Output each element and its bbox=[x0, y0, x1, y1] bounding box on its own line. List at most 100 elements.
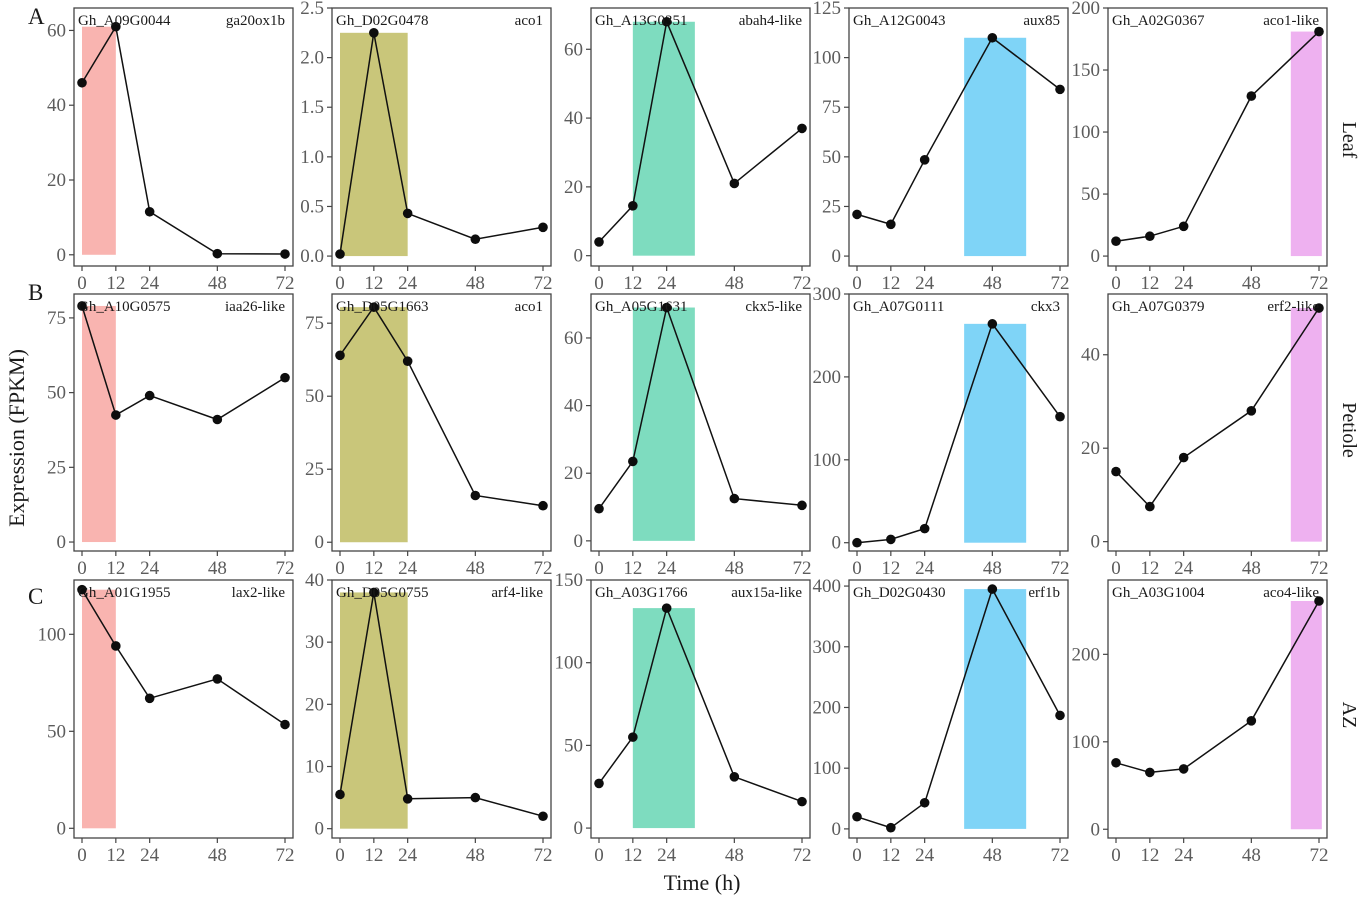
data-point bbox=[729, 493, 740, 504]
x-tick-label: 12 bbox=[1140, 273, 1159, 294]
panel-frame bbox=[848, 293, 1069, 552]
x-tick-label: 12 bbox=[881, 558, 900, 579]
x-tick-label: 0 bbox=[335, 558, 345, 579]
x-tick-label: 72 bbox=[276, 845, 295, 866]
x-tick-label: 0 bbox=[77, 845, 87, 866]
data-point bbox=[402, 794, 413, 804]
highlight-band bbox=[340, 592, 408, 829]
y-tick-label: 100 bbox=[38, 624, 67, 645]
gene-id-label: Gh_A07G0379 bbox=[1112, 299, 1205, 315]
x-tick-label: 72 bbox=[276, 273, 295, 294]
y-tick-label: 30 bbox=[305, 632, 324, 653]
panel-petiole-gh-a07g0111: 0 100 200 300 0 12 24 48 72 Gh_A07G0111 ckx3 bbox=[813, 284, 1070, 579]
data-point bbox=[886, 219, 896, 230]
x-tick-label: 48 bbox=[466, 273, 485, 294]
y-tick-label: 25 bbox=[305, 459, 324, 480]
x-tick-label: 0 bbox=[335, 273, 345, 294]
series-line bbox=[598, 304, 803, 510]
panel-frame bbox=[590, 579, 811, 839]
x-tick-label: 48 bbox=[1242, 845, 1261, 866]
panel-frame bbox=[848, 7, 1069, 267]
y-tick-label: 20 bbox=[305, 694, 324, 715]
y-tick-label: 125 bbox=[813, 0, 842, 19]
y-tick-label: 40 bbox=[564, 108, 583, 129]
gene-name-label: erf2-like bbox=[1267, 299, 1319, 315]
x-tick-label: 0 bbox=[594, 273, 604, 294]
y-tick-label: 200 bbox=[1072, 644, 1101, 665]
x-tick-label: 72 bbox=[534, 273, 553, 294]
x-tick-label: 72 bbox=[793, 273, 812, 294]
x-tick-label: 0 bbox=[77, 558, 87, 579]
y-tick-label: 100 bbox=[813, 758, 842, 779]
y-tick-label: 0 bbox=[574, 246, 584, 267]
highlight-band bbox=[82, 305, 116, 543]
y-tick-label: 20 bbox=[47, 170, 66, 191]
y-tick-label: 100 bbox=[1072, 732, 1101, 753]
y-tick-label: 2.5 bbox=[300, 0, 324, 19]
x-tick-label: 0 bbox=[1111, 273, 1121, 294]
y-tick-label: 40 bbox=[47, 95, 66, 116]
data-point bbox=[661, 603, 672, 613]
data-point bbox=[594, 778, 604, 789]
y-tick-label: 60 bbox=[564, 39, 583, 60]
data-point bbox=[77, 301, 87, 311]
data-point bbox=[335, 789, 345, 800]
x-tick-label: 48 bbox=[208, 845, 227, 866]
x-tick-label: 24 bbox=[398, 845, 418, 866]
x-tick-label: 24 bbox=[398, 273, 418, 294]
data-point bbox=[402, 208, 413, 219]
gene-id-label: Gh_A02G0367 bbox=[1112, 13, 1205, 29]
data-point bbox=[335, 249, 345, 259]
data-point bbox=[594, 237, 604, 247]
panel-letter-b: B bbox=[28, 280, 43, 305]
data-point bbox=[1314, 303, 1324, 313]
y-axis-title: Expression (FPKM) bbox=[4, 349, 29, 527]
y-tick-label: 25 bbox=[47, 457, 66, 478]
data-point bbox=[729, 178, 740, 189]
panel-az-gh-a03g1766: 0 50 100 150 0 12 24 48 72 Gh_A03G1766 aux15a-like bbox=[555, 570, 812, 866]
y-tick-label: 0 bbox=[1091, 819, 1101, 840]
highlight-band bbox=[964, 37, 1027, 257]
data-point bbox=[1314, 596, 1324, 606]
gene-id-label: Gh_A07G0111 bbox=[853, 299, 944, 315]
data-point bbox=[1178, 764, 1189, 774]
y-tick-label: 20 bbox=[564, 463, 583, 484]
data-point bbox=[628, 201, 638, 211]
data-point bbox=[628, 456, 638, 467]
y-tick-label: 0.0 bbox=[300, 246, 324, 267]
data-point bbox=[144, 206, 155, 217]
y-tick-label: 0 bbox=[574, 531, 584, 552]
y-tick-label: 50 bbox=[47, 721, 66, 742]
x-tick-label: 72 bbox=[793, 558, 812, 579]
highlight-band bbox=[632, 21, 695, 256]
panel-frame bbox=[331, 579, 552, 839]
gene-name-label: lax2-like bbox=[232, 585, 286, 601]
x-tick-label: 72 bbox=[1051, 273, 1070, 294]
data-point bbox=[77, 77, 87, 88]
highlight-band bbox=[964, 589, 1027, 829]
x-tick-label: 48 bbox=[208, 558, 227, 579]
y-tick-label: 150 bbox=[1072, 60, 1101, 81]
data-point bbox=[919, 523, 930, 534]
x-tick-label: 48 bbox=[466, 845, 485, 866]
y-tick-label: 100 bbox=[555, 653, 584, 674]
x-tick-label: 0 bbox=[852, 558, 862, 579]
data-point bbox=[797, 796, 807, 807]
series-line bbox=[856, 587, 1061, 829]
x-tick-label: 24 bbox=[915, 845, 935, 866]
data-point bbox=[987, 319, 998, 329]
y-tick-label: 100 bbox=[813, 48, 842, 69]
data-point bbox=[144, 390, 155, 401]
y-tick-label: 20 bbox=[1081, 438, 1100, 459]
y-tick-label: 0 bbox=[315, 532, 325, 553]
y-tick-label: 60 bbox=[564, 328, 583, 349]
x-tick-label: 12 bbox=[364, 558, 383, 579]
panel-frame bbox=[331, 7, 552, 267]
x-tick-label: 48 bbox=[466, 558, 485, 579]
y-tick-label: 150 bbox=[555, 570, 584, 591]
gene-name-label: ckx5-like bbox=[745, 299, 802, 315]
row-label-leaf: Leaf bbox=[1338, 122, 1360, 159]
y-tick-label: 0 bbox=[57, 532, 67, 553]
data-point bbox=[538, 222, 548, 233]
gene-name-label: aux85 bbox=[1023, 13, 1060, 29]
